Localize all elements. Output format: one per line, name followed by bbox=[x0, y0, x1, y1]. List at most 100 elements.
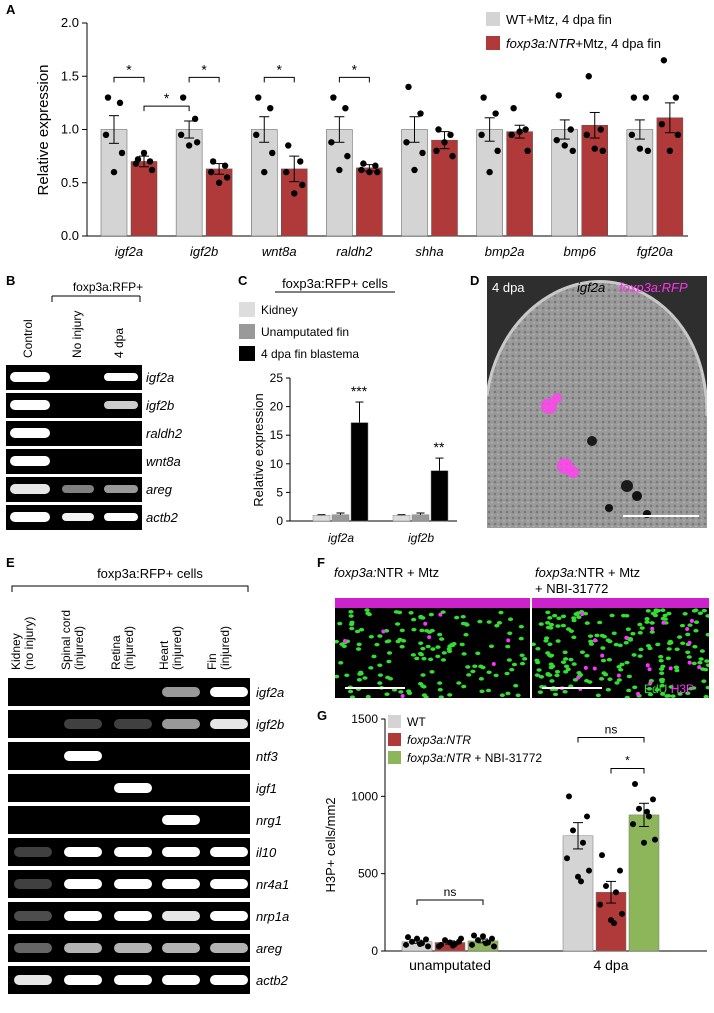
gel-band bbox=[62, 513, 94, 521]
bar bbox=[312, 515, 331, 522]
edu-nucleus bbox=[616, 664, 622, 669]
data-point bbox=[508, 131, 515, 139]
y-tick-label: 1.5 bbox=[61, 68, 79, 83]
edu-nucleus bbox=[511, 662, 518, 667]
data-point bbox=[660, 57, 668, 64]
y-tick-label: 500 bbox=[358, 867, 378, 881]
bar bbox=[350, 422, 369, 522]
data-point bbox=[491, 943, 497, 950]
data-point bbox=[469, 941, 475, 948]
gel-row bbox=[8, 806, 250, 834]
edu-nucleus bbox=[702, 667, 709, 672]
sig-bracket bbox=[263, 76, 295, 83]
data-point bbox=[417, 941, 423, 948]
h3p-nucleus bbox=[427, 635, 432, 640]
edu-nucleus bbox=[701, 679, 707, 684]
edu-nucleus bbox=[486, 670, 492, 675]
sig-label: *** bbox=[351, 383, 368, 399]
gel-band bbox=[162, 879, 200, 889]
data-point bbox=[291, 190, 298, 197]
data-point bbox=[642, 94, 650, 101]
gel-band bbox=[210, 687, 248, 697]
edu-nucleus bbox=[464, 623, 470, 627]
edu-nucleus bbox=[435, 645, 441, 649]
y-tick-label: 20 bbox=[270, 400, 284, 414]
data-point bbox=[253, 131, 260, 139]
edu-nucleus bbox=[465, 665, 471, 669]
micrograph-d-image bbox=[487, 280, 707, 528]
data-point bbox=[666, 147, 674, 154]
edu-nucleus bbox=[410, 653, 416, 657]
gel-band bbox=[14, 879, 52, 889]
edu-nucleus bbox=[507, 631, 513, 636]
gel-band bbox=[64, 751, 102, 761]
edu-nucleus bbox=[618, 667, 624, 672]
gel-row-samples bbox=[54, 449, 142, 474]
data-point bbox=[486, 168, 493, 176]
edu-nucleus bbox=[507, 617, 514, 622]
edu-nucleus bbox=[698, 657, 704, 661]
data-point bbox=[475, 937, 481, 944]
bar bbox=[356, 167, 383, 237]
data-point bbox=[458, 935, 464, 942]
edu-nucleus bbox=[504, 671, 510, 676]
data-point bbox=[358, 166, 365, 174]
edu-nucleus bbox=[658, 667, 665, 671]
h3p-nucleus bbox=[650, 626, 655, 631]
edu-nucleus bbox=[697, 611, 704, 615]
bar bbox=[251, 129, 278, 237]
edu-nucleus bbox=[691, 661, 697, 666]
edu-nucleus bbox=[532, 642, 536, 647]
edu-nucleus bbox=[414, 656, 420, 661]
edu-nucleus bbox=[505, 644, 511, 649]
gel-gene-label: il10 bbox=[256, 845, 277, 860]
edu-nucleus bbox=[605, 638, 611, 642]
panel-label-f: F bbox=[317, 555, 325, 570]
y-tick-label: 0 bbox=[371, 944, 378, 958]
gel-lane-label: Control bbox=[21, 319, 35, 358]
edu-nucleus bbox=[705, 614, 709, 618]
edu-nucleus bbox=[498, 610, 504, 615]
data-point bbox=[585, 73, 592, 80]
edu-nucleus bbox=[624, 695, 630, 698]
edu-nucleus bbox=[620, 613, 627, 618]
data-point bbox=[646, 813, 652, 820]
y-tick-label: 0.5 bbox=[61, 175, 79, 190]
edu-nucleus bbox=[426, 630, 433, 634]
legend-swatch bbox=[388, 751, 401, 764]
bar bbox=[476, 129, 503, 237]
data-point bbox=[591, 145, 598, 152]
gel-lane-label: (injured) bbox=[122, 626, 136, 670]
epidermis-signal bbox=[532, 598, 709, 608]
edu-nucleus bbox=[571, 618, 577, 623]
gel-e: foxp3a:RFP+ cells Kidney (no injury) Spinal… bbox=[8, 566, 289, 994]
x-tick-label: wnt8a bbox=[262, 244, 297, 259]
edu-nucleus bbox=[488, 644, 495, 649]
edu-nucleus bbox=[703, 694, 709, 698]
edu-nucleus bbox=[406, 689, 412, 693]
x-tick-label: bmp6 bbox=[563, 244, 596, 259]
sig-label: * bbox=[625, 753, 630, 767]
edu-nucleus bbox=[659, 683, 665, 688]
edu-nucleus bbox=[461, 652, 467, 656]
legend-label: 4 dpa fin blastema bbox=[261, 347, 359, 361]
edu-nucleus bbox=[411, 617, 417, 622]
sig-label: ns bbox=[444, 885, 457, 899]
data-point bbox=[409, 938, 415, 945]
gel-gene-label: actb2 bbox=[256, 973, 289, 988]
h3p-nucleus bbox=[400, 694, 405, 698]
legend-label: foxp3a:NTR bbox=[407, 733, 471, 747]
edu-nucleus bbox=[543, 636, 550, 641]
panel-label-g: G bbox=[317, 708, 328, 723]
data-point bbox=[619, 910, 625, 917]
edu-nucleus bbox=[560, 660, 567, 664]
h3p-nucleus bbox=[438, 612, 443, 617]
data-point bbox=[650, 796, 656, 803]
edu-nucleus bbox=[587, 680, 593, 684]
edu-nucleus bbox=[428, 657, 434, 662]
gel-row-samples bbox=[54, 421, 142, 446]
edu-nucleus bbox=[649, 621, 655, 625]
data-point bbox=[207, 168, 215, 176]
edu-nucleus bbox=[545, 610, 551, 615]
bar bbox=[562, 835, 594, 952]
